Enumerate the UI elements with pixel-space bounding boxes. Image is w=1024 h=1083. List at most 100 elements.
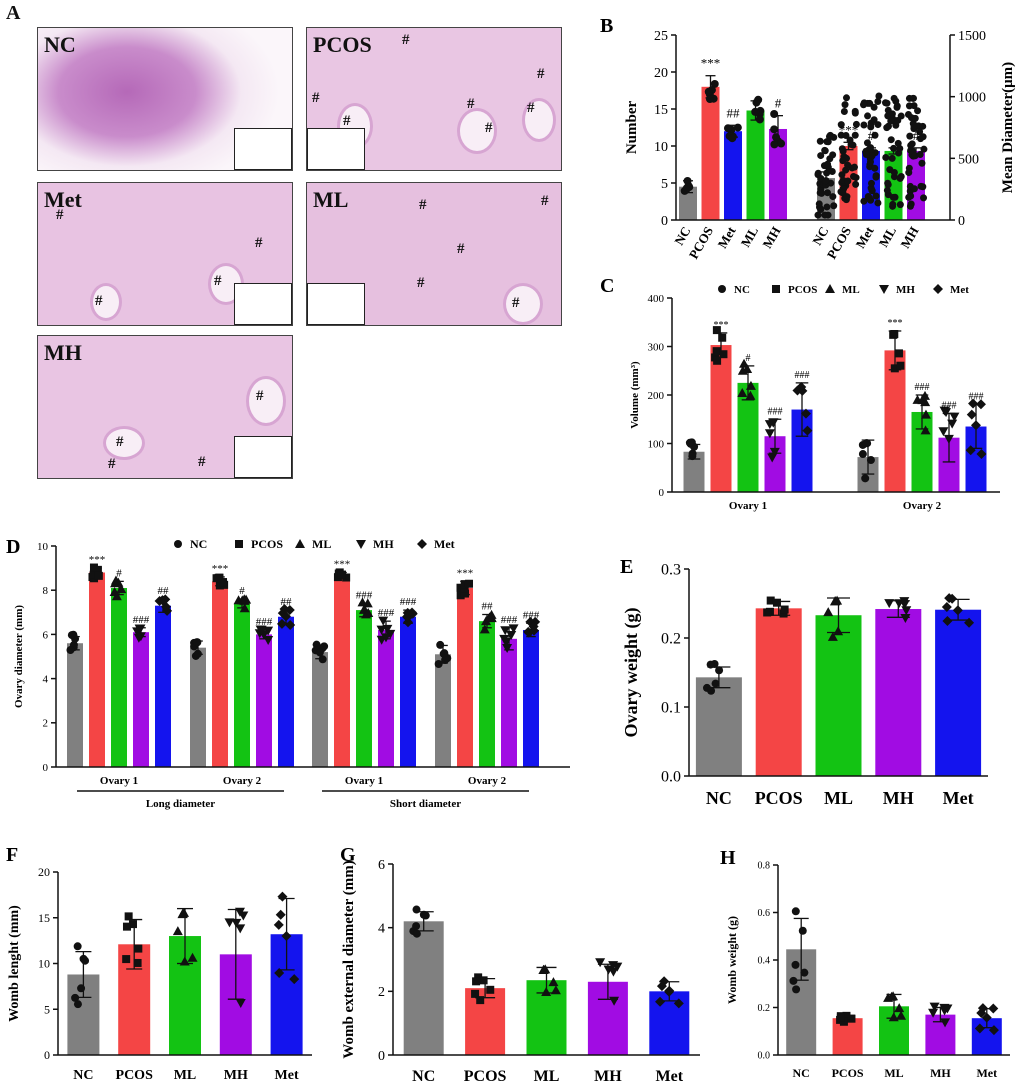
y-tick-label: 25	[654, 29, 668, 44]
bar	[746, 110, 765, 220]
data-point	[838, 171, 846, 179]
y-tick-label: 6	[43, 629, 49, 641]
data-point	[412, 905, 421, 914]
data-point	[981, 1012, 992, 1023]
data-point	[814, 211, 822, 219]
data-point	[712, 326, 721, 335]
data-point	[928, 1008, 939, 1018]
y2-tick-label: 1500	[958, 29, 986, 44]
histology-tile-ml: ML # # # # #	[306, 182, 562, 326]
data-point	[500, 626, 511, 636]
data-point	[864, 112, 872, 120]
follicle-mark: #	[402, 32, 410, 48]
data-point	[838, 145, 846, 153]
data-point	[975, 399, 986, 410]
data-point	[888, 154, 896, 162]
group-label: Ovary 2	[903, 500, 942, 512]
legend-label: MH	[373, 537, 394, 551]
data-point	[122, 955, 131, 964]
data-point	[837, 121, 845, 129]
data-point	[711, 679, 720, 688]
data-point	[378, 616, 389, 626]
y-tick-label: 20	[38, 865, 50, 879]
follicle-mark: #	[116, 434, 124, 450]
data-point	[238, 911, 249, 921]
data-point	[896, 1010, 907, 1020]
data-point	[825, 132, 833, 140]
data-point	[943, 434, 954, 444]
data-point	[737, 388, 748, 398]
y-tick-label: 0.2	[661, 631, 681, 648]
significance-mark: #	[913, 128, 920, 143]
tile-label: MH	[44, 340, 82, 365]
data-point	[682, 185, 691, 194]
x-tick-label: MH	[883, 788, 914, 808]
data-point	[656, 981, 667, 992]
y-tick-label: 0	[661, 214, 668, 229]
data-point	[829, 193, 837, 201]
bar	[755, 608, 802, 776]
bar	[465, 988, 506, 1055]
data-point	[550, 985, 561, 995]
data-point	[135, 632, 146, 642]
data-point	[870, 103, 878, 111]
data-point	[905, 102, 913, 110]
data-point	[942, 615, 953, 626]
data-point	[818, 189, 826, 197]
data-point	[871, 164, 879, 172]
data-point	[66, 646, 75, 655]
follicle-mark: #	[108, 456, 116, 472]
inset-thumbnail	[234, 436, 292, 478]
data-point	[791, 960, 800, 969]
data-point	[852, 180, 860, 188]
data-point	[764, 429, 775, 439]
bar	[679, 186, 697, 220]
data-point	[274, 968, 285, 979]
data-point	[851, 107, 859, 115]
data-point	[802, 425, 813, 436]
y-tick-label: 400	[648, 293, 665, 305]
y-tick-label: 300	[648, 341, 665, 353]
data-point	[780, 605, 789, 614]
y-axis-label: Womb weight (g)	[725, 916, 739, 1004]
bar	[111, 587, 127, 767]
data-point	[911, 114, 919, 122]
legend-label: ML	[312, 537, 331, 551]
data-point	[920, 194, 928, 202]
data-point	[655, 996, 666, 1007]
data-point	[376, 625, 387, 635]
data-point	[833, 626, 844, 636]
data-point	[276, 618, 287, 629]
data-point	[846, 136, 854, 144]
data-point	[872, 192, 880, 200]
y-tick-label: 10	[37, 541, 49, 553]
data-point	[844, 161, 852, 169]
data-point	[832, 595, 843, 605]
legend-marker	[295, 539, 305, 548]
bar	[875, 609, 922, 776]
legend-label: Met	[434, 537, 455, 551]
significance-mark: ###	[795, 370, 810, 381]
data-point	[865, 194, 873, 202]
data-point	[73, 942, 82, 951]
data-point	[337, 570, 346, 579]
bar	[334, 574, 350, 767]
follicle-mark: #	[56, 207, 64, 223]
data-point	[919, 390, 930, 400]
follicle-mark: #	[256, 388, 264, 404]
data-point	[947, 593, 958, 604]
legend-label: PCOS	[251, 537, 283, 551]
data-point	[860, 101, 868, 109]
bar	[356, 610, 372, 767]
data-point	[133, 958, 142, 967]
data-point	[710, 79, 719, 88]
data-point	[407, 608, 418, 619]
data-point	[874, 98, 882, 106]
data-point	[851, 131, 859, 139]
data-point	[380, 633, 391, 643]
legend-marker	[417, 539, 427, 549]
data-point	[905, 169, 913, 177]
inset-thumbnail	[234, 283, 292, 325]
data-point	[874, 121, 882, 129]
follicle-mark: #	[343, 113, 351, 129]
